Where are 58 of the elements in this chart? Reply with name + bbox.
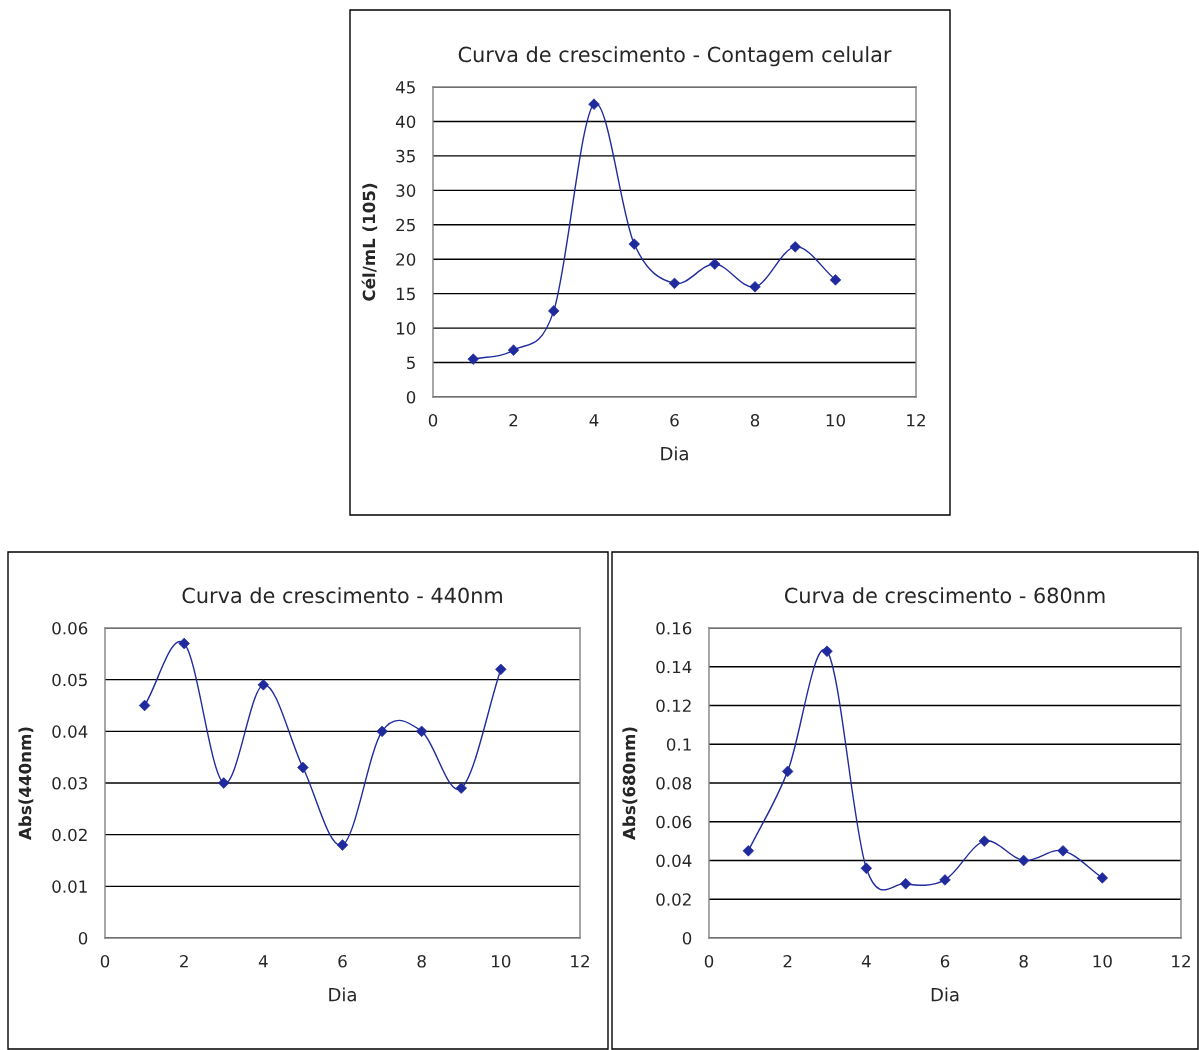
x-axis-title: Dia bbox=[661, 446, 688, 461]
x-tick-label: 4 bbox=[258, 955, 268, 968]
y-tick-label: 0 bbox=[78, 931, 88, 945]
y-tick-label: 0 bbox=[406, 390, 416, 404]
y-tick-label: 0 bbox=[682, 931, 692, 945]
x-tick-label: 12 bbox=[1172, 954, 1190, 968]
y-tick-label: 0.14 bbox=[656, 660, 692, 674]
y-axis-title: Abs(440nm) bbox=[18, 727, 34, 840]
x-tick-label: 10 bbox=[826, 413, 845, 427]
x-tick-label: 0 bbox=[704, 954, 714, 968]
x-tick-label: 12 bbox=[571, 954, 589, 968]
point bbox=[467, 353, 479, 365]
y-tick-label: 0.06 bbox=[52, 621, 88, 635]
y-tick-label: 15 bbox=[396, 287, 415, 301]
x-tick-label: 8 bbox=[417, 954, 426, 968]
y-axis-title: Cél/mL (105) bbox=[361, 183, 378, 301]
x-tick-label: 10 bbox=[492, 954, 511, 968]
chart-title: Curva de crescimento - 440nm bbox=[182, 587, 502, 604]
y-tick-label: 20 bbox=[396, 253, 416, 266]
y-tick-label: 25 bbox=[396, 218, 415, 232]
y-tick-label: 40 bbox=[395, 115, 416, 129]
y-tick-label: 0.04 bbox=[52, 725, 88, 738]
x-tick-label: 0 bbox=[428, 413, 438, 427]
chart-title: Curva de crescimento - Contagem celular bbox=[458, 46, 892, 67]
x-tick-label: 2 bbox=[783, 954, 792, 968]
y-tick-label: 0.16 bbox=[656, 621, 692, 635]
x-tick-label: 2 bbox=[180, 954, 188, 968]
x-tick-label: 12 bbox=[907, 413, 925, 427]
y-tick-label: 0.03 bbox=[52, 776, 87, 790]
y-tick-label: 0.02 bbox=[656, 893, 691, 906]
y-tick-label: 0.06 bbox=[656, 815, 692, 829]
x-tick-label: 4 bbox=[861, 955, 871, 968]
chart-title: Curva de crescimento - 680nm bbox=[784, 587, 1105, 604]
x-tick-label: 4 bbox=[589, 414, 599, 427]
y-tick-label: 0.12 bbox=[656, 699, 691, 713]
x-tick-label: 8 bbox=[1019, 954, 1028, 968]
x-tick-label: 6 bbox=[940, 954, 950, 968]
y-tick-label: 30 bbox=[396, 184, 416, 197]
y-tick-label: 0.04 bbox=[656, 854, 692, 868]
y-tick-label: 35 bbox=[396, 149, 415, 163]
y-tick-label: 0.1 bbox=[666, 738, 691, 751]
x-tick-label: 6 bbox=[670, 413, 679, 427]
y-tick-label: 10 bbox=[396, 322, 416, 335]
x-axis-title: Dia bbox=[329, 987, 356, 1002]
x-tick-label: 10 bbox=[1093, 954, 1112, 968]
y-tick-label: 0.05 bbox=[52, 673, 87, 687]
y-tick-label: 0.02 bbox=[52, 828, 87, 842]
y-tick-label: 45 bbox=[395, 81, 415, 94]
point bbox=[1057, 845, 1069, 857]
x-axis-title: Dia bbox=[931, 987, 959, 1002]
x-tick-label: 2 bbox=[509, 413, 518, 427]
y-tick-label: 5 bbox=[407, 356, 415, 370]
x-tick-label: 6 bbox=[338, 954, 347, 968]
x-tick-label: 0 bbox=[100, 954, 110, 968]
x-tick-label: 8 bbox=[750, 413, 760, 427]
y-tick-label: 0.01 bbox=[52, 880, 87, 893]
y-tick-label: 0.08 bbox=[656, 776, 692, 790]
y-axis-title: Abs(680nm) bbox=[622, 727, 638, 840]
